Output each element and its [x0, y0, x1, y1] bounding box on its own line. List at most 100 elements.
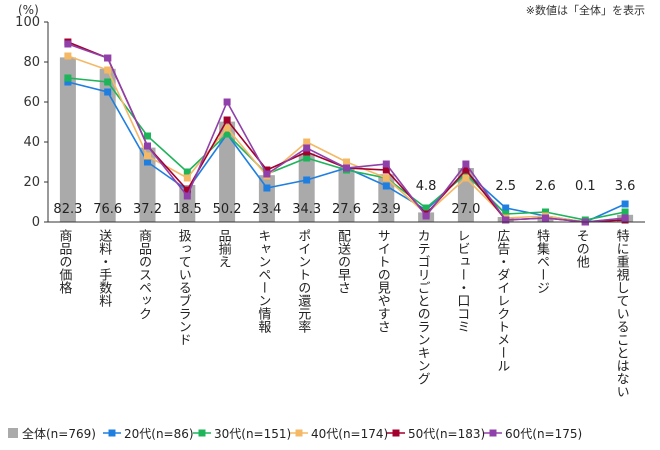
x-tick-label: カテゴリごとのランキング — [415, 229, 431, 385]
data-label: 0.1 — [575, 179, 596, 194]
y-tick-label: 80 — [23, 55, 40, 70]
legend-label: 30代(n=151) — [214, 427, 291, 441]
series-point — [303, 154, 311, 162]
x-tick-label: 広告・ダイレクトメール — [494, 229, 510, 372]
series-point — [343, 164, 350, 172]
series-point — [621, 214, 629, 222]
x-tick-label: 商品の価格 — [56, 229, 72, 294]
x-tick-label: ポイントの還元率 — [295, 229, 311, 333]
series-point — [223, 130, 231, 138]
data-label: 4.8 — [416, 179, 437, 194]
data-label: 2.6 — [535, 179, 556, 194]
series-point — [542, 214, 549, 222]
series-point — [462, 174, 470, 182]
chart-note: ※数値は「全体」を表示 — [526, 3, 645, 17]
series-point — [144, 152, 151, 160]
series-point — [64, 40, 72, 48]
x-tick-label: その他 — [574, 229, 590, 269]
legend-swatch — [8, 428, 18, 438]
series-point — [303, 144, 311, 152]
series-point — [621, 208, 629, 216]
series-point — [183, 186, 191, 194]
legend-swatch — [295, 429, 303, 437]
legend-item: 50代(n=183) — [387, 427, 485, 441]
data-label: 76.6 — [93, 202, 122, 217]
series-point — [502, 204, 510, 212]
legend-label: 40代(n=174) — [311, 427, 388, 441]
series-point — [263, 184, 271, 192]
bar — [59, 57, 76, 223]
x-axis: 商品の価格 送料・手数料 商品のスペック 扱っているブランド 品揃え キャンペーン情報 ポイ… — [48, 221, 645, 398]
series-point — [502, 210, 510, 218]
y-tick-label: 20 — [23, 175, 40, 190]
bar — [298, 153, 315, 222]
series-point — [183, 174, 191, 182]
legend-item: 30代(n=151) — [193, 427, 291, 441]
legend-label: 20代(n=86) — [124, 427, 194, 441]
bar — [179, 185, 196, 222]
legend-item: 全体(n=769) — [8, 426, 96, 441]
bar — [378, 174, 395, 222]
data-label: 50.2 — [213, 202, 242, 217]
data-label: 27.0 — [451, 202, 480, 217]
series-point — [104, 78, 112, 86]
series-point — [462, 170, 470, 178]
bar — [219, 121, 236, 222]
legend-label: 60代(n=175) — [505, 427, 582, 441]
series-point — [621, 200, 629, 208]
series-point — [104, 66, 112, 74]
legend-item: 20代(n=86) — [103, 427, 194, 441]
x-tick-label: 配送の早さ — [335, 229, 351, 294]
series-point — [183, 168, 191, 176]
series-point — [223, 98, 231, 106]
data-label: 23.4 — [252, 202, 281, 217]
y-tick-label: 40 — [23, 135, 40, 150]
series-point — [104, 88, 112, 96]
data-label: 2.5 — [495, 179, 516, 194]
series-point — [263, 170, 271, 178]
x-tick-label: 特集ページ — [534, 229, 550, 294]
data-label: 34.3 — [292, 202, 321, 217]
series-point — [422, 212, 430, 220]
series-point — [64, 52, 72, 60]
y-axis: 0 20 40 60 80 100 — [15, 15, 49, 230]
series-point — [104, 54, 112, 62]
legend-swatch — [489, 429, 497, 437]
series-point — [502, 216, 510, 224]
legend: 全体(n=769) 20代(n=86) 30代(n=151) 40代(n=174) 50… — [8, 426, 582, 441]
x-tick-label: 特に重視していることはない — [614, 229, 630, 398]
legend-item: 40代(n=174) — [290, 427, 388, 441]
legend-swatch — [198, 429, 206, 437]
y-tick-label: 0 — [32, 215, 40, 230]
series-point — [223, 124, 231, 132]
series-point — [343, 158, 350, 166]
bar-series — [59, 57, 634, 223]
series-point — [144, 142, 151, 150]
series-point — [382, 160, 390, 168]
x-tick-label: レビュー・口コミ — [454, 229, 469, 333]
series-point — [303, 148, 311, 156]
data-label: 18.5 — [173, 202, 202, 217]
bar — [99, 68, 116, 222]
data-label: 37.2 — [133, 202, 162, 217]
series-point — [462, 166, 470, 174]
y-tick-label: 60 — [23, 95, 40, 110]
legend-label: 50代(n=183) — [408, 427, 485, 441]
x-tick-label: 品揃え — [216, 229, 232, 268]
data-label: 23.9 — [372, 202, 401, 217]
x-tick-label: 扱っているブランド — [176, 229, 192, 346]
data-label: 3.6 — [615, 179, 636, 194]
series-point — [382, 174, 390, 182]
legend-swatch — [392, 429, 400, 437]
series-point — [542, 208, 549, 216]
series-point — [183, 192, 191, 200]
bar — [139, 147, 156, 222]
data-label: 82.3 — [53, 202, 82, 217]
series-point — [263, 166, 271, 174]
series-point — [303, 138, 311, 146]
x-tick-label: 商品のスペック — [136, 229, 152, 320]
y-tick-label: 100 — [15, 15, 40, 30]
series-point — [382, 182, 390, 190]
x-tick-label: 送料・手数料 — [96, 229, 112, 307]
